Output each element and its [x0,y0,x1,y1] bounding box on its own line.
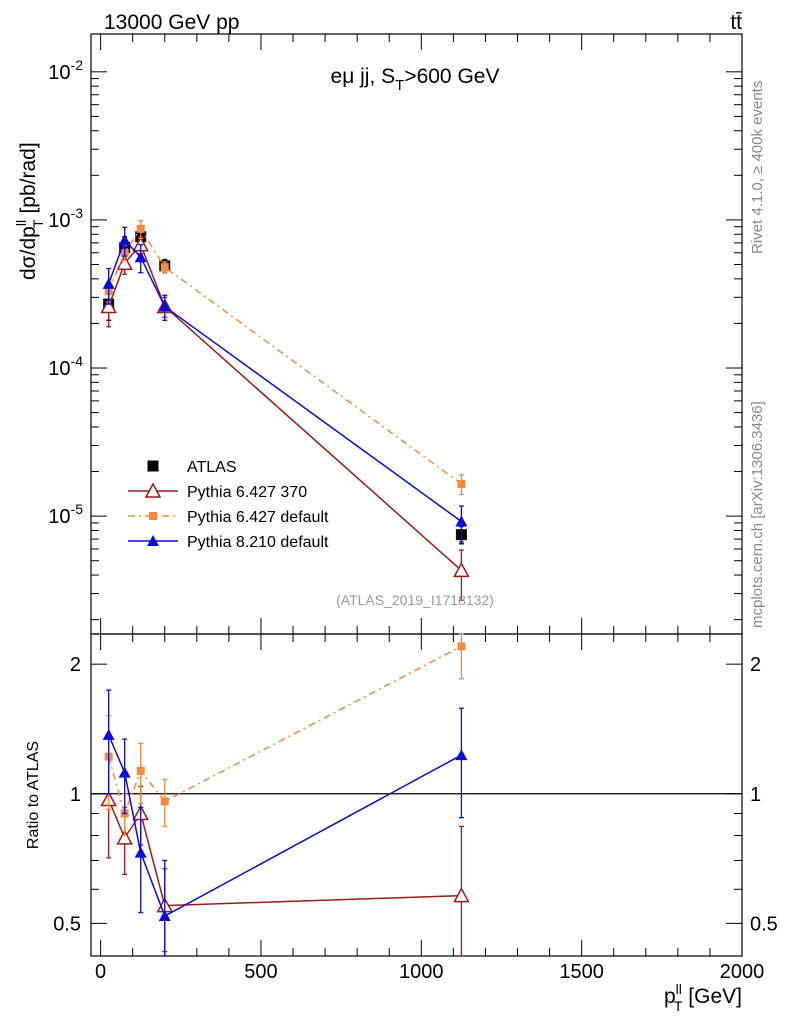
legend-label-atlas: ATLAS [187,459,237,476]
x-axis-label: pll T [GeV] [664,981,742,1014]
ratio-line-py6_370 [107,799,462,907]
mcplots-label: mcplots.cern.ch [arXiv:1306.3436] [749,401,766,628]
main-point-py6_370 [453,561,470,578]
main-y-tick-label: 10-4 [48,353,83,380]
main-point-py6_default [160,263,169,272]
main-y-tick-label-exp: -4 [71,353,84,369]
legend-item-py6_default: Pythia 6.427 default [128,509,329,526]
main-y-tick-label-exp: -2 [71,57,84,73]
x-label-sup: ll [676,981,682,997]
main-point-py6_default [136,224,145,233]
ratio-point-py8_default [102,728,115,740]
ratio-series-group [100,633,470,957]
main-point-py8_default [455,515,468,527]
legend-marker-py6_370 [144,482,162,498]
x-tick-label: 0 [95,961,106,983]
main-y-tick-label: 10-5 [48,501,83,528]
legend-marker-py8_default [147,535,159,546]
ratio-series-py6_370 [100,754,470,957]
main-y-tick-label-exp: -3 [71,205,84,221]
legend-marker-atlas [147,460,159,472]
ratio-point-py6_370 [453,887,470,903]
ratio-y-tick-label-right: 2 [750,654,761,676]
main-y-tick-label-base: 10 [48,62,70,84]
ratio-y-tick-label: 2 [70,654,81,676]
x-tick-label: 2000 [720,961,765,983]
ratio-line-py8_default [107,734,462,918]
plot-title-main: eμ jj, S [331,65,396,88]
ratio-point-py6_default [136,766,145,775]
x-tick-label: 1500 [559,961,604,983]
legend-label-py6_370: Pythia 6.427 370 [187,484,307,501]
x-label-main: p [664,985,676,1008]
legend-item-py6_370: Pythia 6.427 370 [128,482,307,501]
legend-label-py8_default: Pythia 8.210 default [187,534,329,551]
main-y-tick-label-base: 10 [48,358,70,380]
main-y-label-main: dσ/dp [17,226,40,280]
plot-title: eμ jj, ST>600 GeV [331,65,500,94]
main-y-label-rest: [pb/rad] [17,142,40,219]
header-left-title: 13000 GeV pp [104,11,239,34]
main-point-py6_370 [100,297,117,314]
main-series-py8_default [102,226,468,543]
x-tick-label: 1000 [399,961,444,983]
legend: ATLAS Pythia 6.427 370 Pythia 6.427 defaul… [128,459,329,551]
x-label-sub: T [674,998,683,1014]
main-point-py8_default [134,251,147,263]
ratio-y-axis-label: Ratio to ATLAS [25,741,42,849]
ratio-point-py8_default [158,910,171,922]
ratio-point-py8_default [455,749,468,761]
ratio-series-py8_default [102,689,468,957]
x-tick-label: 500 [244,961,277,983]
ratio-series-py6_default [104,633,466,837]
legend-item-atlas: ATLAS [147,459,237,476]
legend-marker-py6_default [149,512,157,520]
ratio-point-py6_370 [116,829,133,845]
legend-item-py8_default: Pythia 8.210 default [128,534,329,551]
main-point-py6_370 [116,254,133,270]
ratio-point-py6_default [457,642,466,651]
ratio-ticks: 0.5 0.5 1 1 2 2 0 500 1000 1500 2000 [53,634,778,983]
header-right-title: tt̄ [730,11,742,34]
ratio-panel-frame [90,633,743,957]
main-y-tick-label: 10-3 [48,205,83,232]
rivet-label: Rivet 4.1.0, ≥ 400k events [749,81,766,254]
x-label-rest: [GeV] [682,985,742,1008]
main-y-axis-label: dσ/dpllT [pb/rad] [13,142,46,280]
ratio-line-py6_default [107,645,462,816]
ratio-y-tick-label: 0.5 [53,913,81,935]
analysis-tag: (ATLAS_2019_I1718132) [336,592,494,608]
main-line-py8_default [107,238,462,523]
main-y-label-sup: ll [13,220,29,226]
main-y-label-sub: T [30,219,46,228]
ratio-panel: 0.5 0.5 1 1 2 2 0 500 1000 1500 2000 Ratio to ATLA… [25,633,778,1014]
ratio-y-tick-label: 1 [70,784,81,806]
main-point-py6_default [457,479,466,488]
ratio-y-tick-label-right: 0.5 [750,913,778,935]
plot-title-sub: T [395,77,404,94]
main-ticks: 10-510-410-310-2 [48,34,743,634]
ratio-y-tick-label-right: 1 [750,784,761,806]
main-point-py8_default [102,277,115,289]
main-y-tick-label-base: 10 [48,506,70,528]
plot-title-rest: >600 GeV [404,65,499,88]
main-panel: 10-510-410-310-2 eμ jj, ST>600 GeV (ATLA… [13,33,743,635]
main-point-py8_default [158,300,171,312]
legend-label-py6_default: Pythia 6.427 default [187,509,329,526]
ratio-point-py8_default [118,766,131,778]
main-y-tick-label-base: 10 [48,210,70,232]
main-y-tick-label: 10-2 [48,57,83,84]
main-y-tick-label-exp: -5 [71,501,84,517]
ratio-point-py6_default [160,797,169,806]
main-series-group [100,219,470,601]
ratio-point-py8_default [134,846,147,858]
main-point-py8_default [118,234,131,246]
main-series-py6_default [104,219,466,496]
